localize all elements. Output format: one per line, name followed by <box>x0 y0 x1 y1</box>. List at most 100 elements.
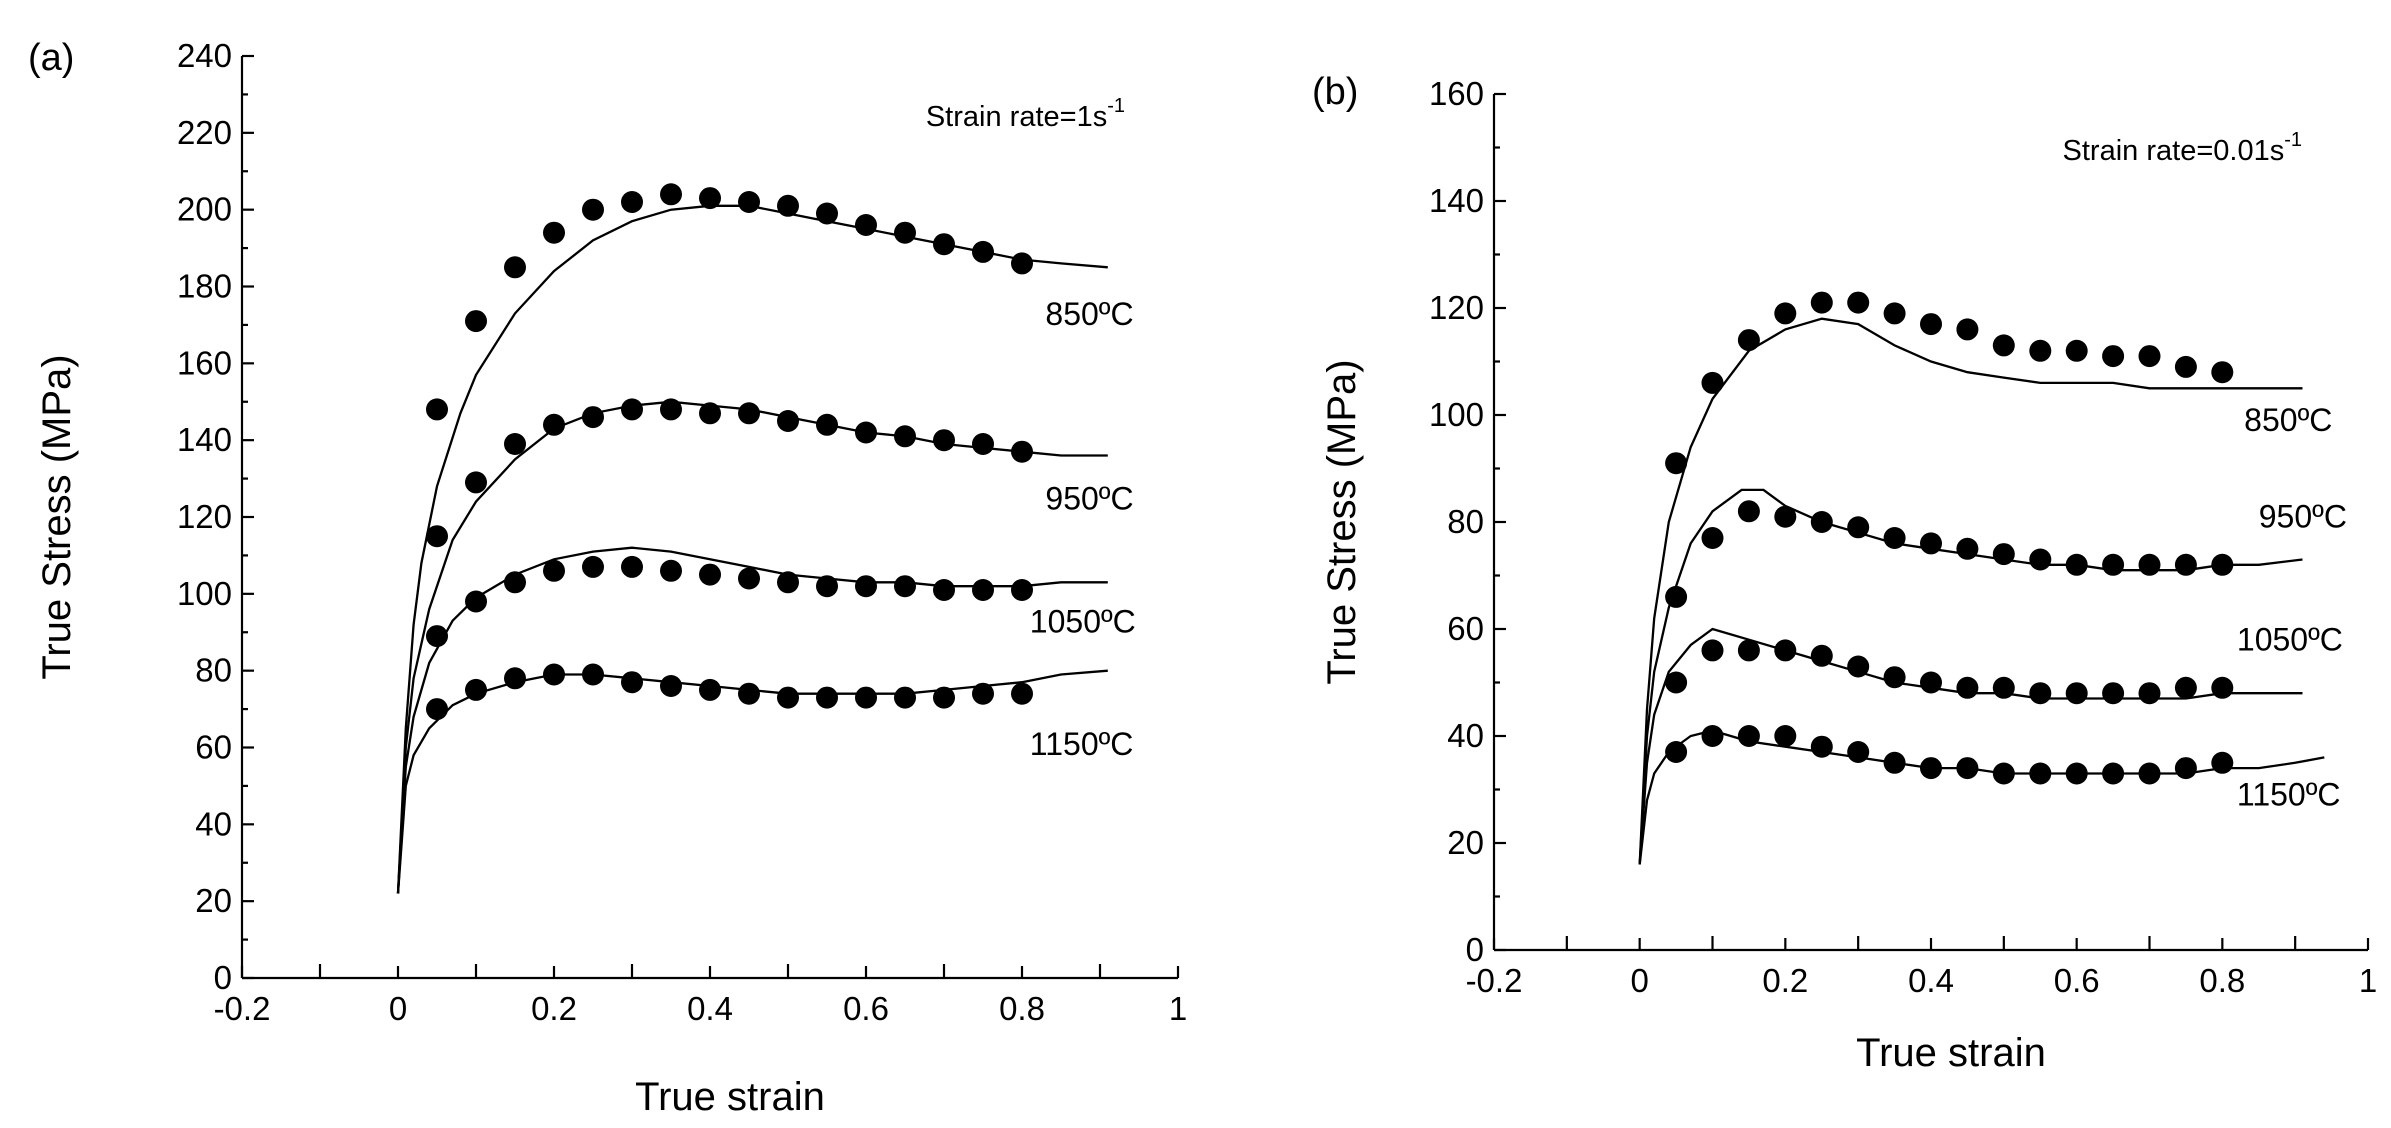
predicted-point <box>1774 505 1797 528</box>
strain-rate-label: Strain rate=1s-1 <box>926 95 1125 133</box>
series-1150ºC: 1150ºC <box>396 663 1134 894</box>
predicted-point <box>621 191 643 213</box>
y-tick-label: 160 <box>1429 75 1484 112</box>
predicted-point <box>2102 345 2125 368</box>
predicted-point <box>1992 762 2015 785</box>
series-1050ºC: 1050ºC <box>1638 621 2343 865</box>
panel-label: (b) <box>1312 71 1358 113</box>
series-1150ºC: 1150ºC <box>1638 725 2341 865</box>
predicted-point <box>2211 553 2234 576</box>
predicted-point <box>621 398 643 421</box>
predicted-point <box>1847 516 1870 539</box>
predicted-point <box>1810 291 1833 314</box>
predicted-point <box>894 425 916 448</box>
x-axis-title: True strain <box>635 1075 825 1119</box>
experimental-curve <box>396 204 1108 894</box>
x-tick-label: 1 <box>1169 990 1187 1027</box>
predicted-point <box>816 202 838 225</box>
predicted-point <box>777 410 799 432</box>
predicted-point <box>1011 440 1033 463</box>
x-tick-label: 0.8 <box>2199 962 2245 999</box>
experimental-curve <box>1638 627 2303 865</box>
x-tick-label: 0.6 <box>843 990 889 1027</box>
predicted-point <box>1847 741 1870 763</box>
temperature-label: 950ºC <box>2259 498 2347 534</box>
predicted-point <box>1665 671 1688 694</box>
predicted-point <box>504 256 526 279</box>
y-tick-label: 160 <box>177 344 232 381</box>
predicted-point <box>2138 553 2161 576</box>
y-axis-title: True Stress (MPa) <box>35 354 79 679</box>
y-tick-label: 40 <box>1447 717 1484 754</box>
predicted-point <box>582 406 604 429</box>
y-tick-label: 240 <box>177 37 232 74</box>
y-tick-label: 20 <box>1447 824 1484 861</box>
experimental-curve <box>396 669 1108 894</box>
predicted-point <box>2065 339 2088 362</box>
predicted-point <box>855 214 877 236</box>
predicted-point <box>582 198 604 221</box>
predicted-point <box>933 579 955 601</box>
predicted-point <box>777 194 799 217</box>
predicted-point <box>1701 725 1724 747</box>
predicted-point <box>504 571 526 594</box>
predicted-point <box>621 555 643 578</box>
predicted-point <box>465 678 487 701</box>
predicted-point <box>660 675 682 697</box>
strain-rate-exponent: -1 <box>2284 129 2302 151</box>
series-1050ºC: 1050ºC <box>396 546 1136 894</box>
predicted-point <box>2211 676 2234 699</box>
predicted-point <box>660 559 682 582</box>
panel-label: (a) <box>28 37 74 79</box>
predicted-point <box>2029 548 2052 571</box>
predicted-point <box>1011 682 1033 705</box>
predicted-point <box>2138 762 2161 785</box>
predicted-point <box>1665 741 1688 763</box>
predicted-point <box>2029 339 2052 362</box>
predicted-point <box>2211 361 2234 384</box>
y-tick-label: 140 <box>177 421 232 458</box>
predicted-point <box>1956 676 1979 699</box>
predicted-point <box>1847 291 1870 314</box>
predicted-point <box>2174 355 2197 378</box>
predicted-point <box>738 682 760 705</box>
temperature-label: 1150ºC <box>2237 777 2341 813</box>
y-tick-label: 220 <box>177 114 232 151</box>
temperature-label: 950ºC <box>1045 480 1133 516</box>
predicted-point <box>1920 313 1942 336</box>
temperature-label: 1150ºC <box>1030 726 1134 762</box>
predicted-point <box>2174 553 2197 576</box>
series-850ºC: 850ºC <box>396 183 1134 894</box>
predicted-point <box>2029 682 2052 705</box>
predicted-point <box>1665 585 1688 608</box>
predicted-point <box>1810 735 1833 758</box>
predicted-point <box>933 429 955 452</box>
predicted-point <box>972 240 994 263</box>
y-tick-label: 100 <box>177 575 232 612</box>
experimental-curve <box>1638 317 2303 865</box>
predicted-point <box>2102 762 2125 785</box>
x-tick-label: 0.4 <box>1908 962 1954 999</box>
predicted-point <box>1847 655 1870 678</box>
predicted-point <box>2211 751 2234 774</box>
predicted-point <box>543 663 565 686</box>
predicted-point <box>777 686 799 709</box>
predicted-point <box>894 221 916 244</box>
predicted-point <box>2138 345 2161 368</box>
predicted-point <box>933 233 955 256</box>
strain-rate-text: Strain rate=1s <box>926 101 1107 133</box>
predicted-point <box>816 575 838 598</box>
predicted-point <box>894 686 916 709</box>
predicted-point <box>699 563 721 586</box>
x-tick-label: 1 <box>2359 962 2377 999</box>
predicted-point <box>2174 676 2197 699</box>
predicted-point <box>1956 318 1979 341</box>
predicted-point <box>1883 527 1906 549</box>
predicted-point <box>972 682 994 705</box>
y-tick-label: 80 <box>1447 503 1484 540</box>
experimental-curve <box>396 546 1108 894</box>
predicted-point <box>2029 762 2052 785</box>
predicted-point <box>621 671 643 694</box>
